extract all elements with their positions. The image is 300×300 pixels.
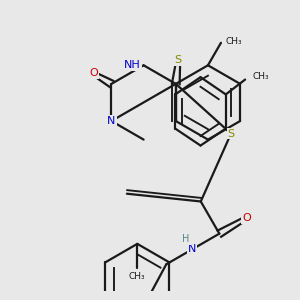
- Text: O: O: [242, 213, 251, 223]
- Text: CH₃: CH₃: [129, 272, 146, 281]
- Text: S: S: [175, 55, 182, 65]
- Text: H: H: [182, 234, 190, 244]
- Text: S: S: [227, 129, 235, 139]
- Text: CH₃: CH₃: [225, 37, 242, 46]
- Text: NH: NH: [124, 60, 141, 70]
- Text: N: N: [188, 244, 196, 254]
- Text: N: N: [107, 116, 116, 126]
- Text: CH₃: CH₃: [253, 72, 269, 81]
- Text: O: O: [89, 68, 98, 79]
